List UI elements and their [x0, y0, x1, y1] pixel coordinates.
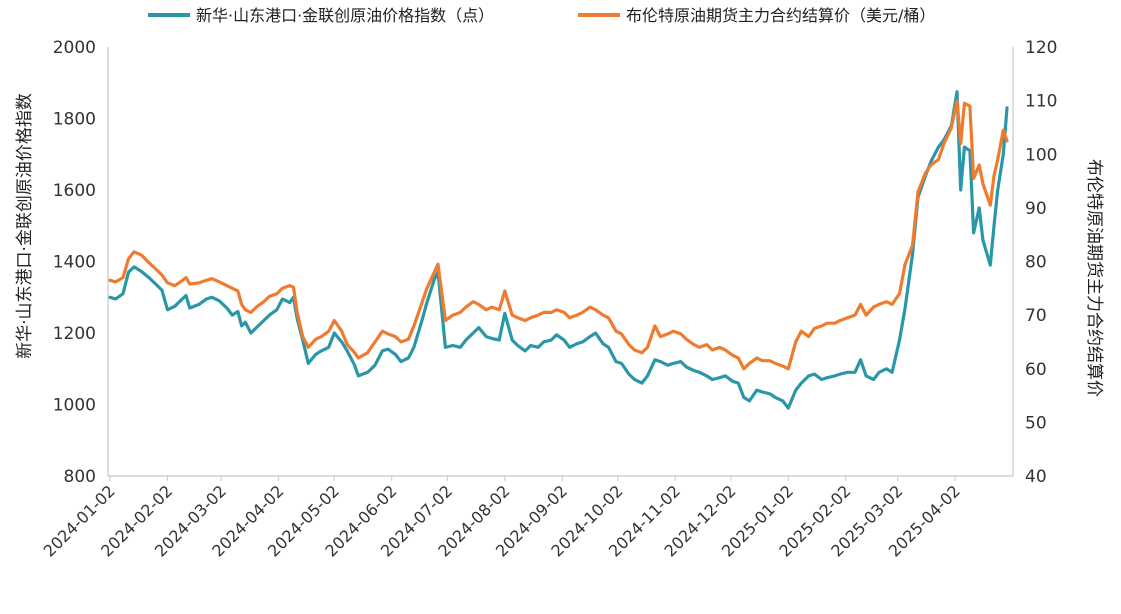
y-right-tick-label: 50 [1025, 413, 1047, 433]
y-left-tick-label: 1000 [53, 396, 96, 416]
y-right-tick-label: 100 [1025, 145, 1057, 165]
y-right-tick-label: 40 [1025, 467, 1047, 487]
y-right-axis-title: 布伦特原油期货主力合约结算价 [1084, 159, 1104, 397]
y-right-tick-label: 120 [1025, 38, 1057, 58]
series-line-brent [108, 98, 1009, 371]
y-left-tick-label: 1400 [53, 253, 96, 273]
y-left-ticks: 800 1000 1200 1400 1600 1800 2000 [53, 38, 96, 487]
y-left-tick-label: 1200 [53, 324, 96, 344]
legend-label-brent: 布伦特原油期货主力合约结算价（美元/桶） [626, 6, 935, 25]
y-right-tick-label: 80 [1025, 253, 1047, 273]
series-lines [108, 90, 1009, 410]
legend-label-index: 新华·山东港口·金联创原油价格指数（点） [196, 6, 494, 25]
y-left-tick-label: 2000 [53, 38, 96, 58]
y-right-tick-label: 70 [1025, 306, 1047, 326]
y-left-tick-label: 1600 [53, 181, 96, 201]
y-right-ticks: 40 50 60 70 80 90 100 110 120 [1025, 38, 1057, 487]
series-line-index [108, 90, 1009, 410]
x-ticks: 2024-01-022024-02-022024-03-022024-04-02… [40, 476, 964, 561]
y-right-tick-label: 90 [1025, 199, 1047, 219]
y-left-tick-label: 800 [64, 467, 96, 487]
y-left-axis-title: 新华·山东港口·金联创原油价格指数 [15, 93, 35, 359]
y-left-tick-label: 1800 [53, 110, 96, 130]
y-right-tick-label: 60 [1025, 360, 1047, 380]
y-right-tick-label: 110 [1025, 92, 1057, 112]
legend: 新华·山东港口·金联创原油价格指数（点） 布伦特原油期货主力合约结算价（美元/桶… [148, 6, 935, 25]
